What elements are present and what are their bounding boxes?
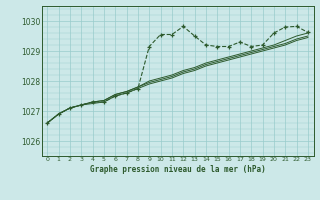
X-axis label: Graphe pression niveau de la mer (hPa): Graphe pression niveau de la mer (hPa) bbox=[90, 165, 266, 174]
